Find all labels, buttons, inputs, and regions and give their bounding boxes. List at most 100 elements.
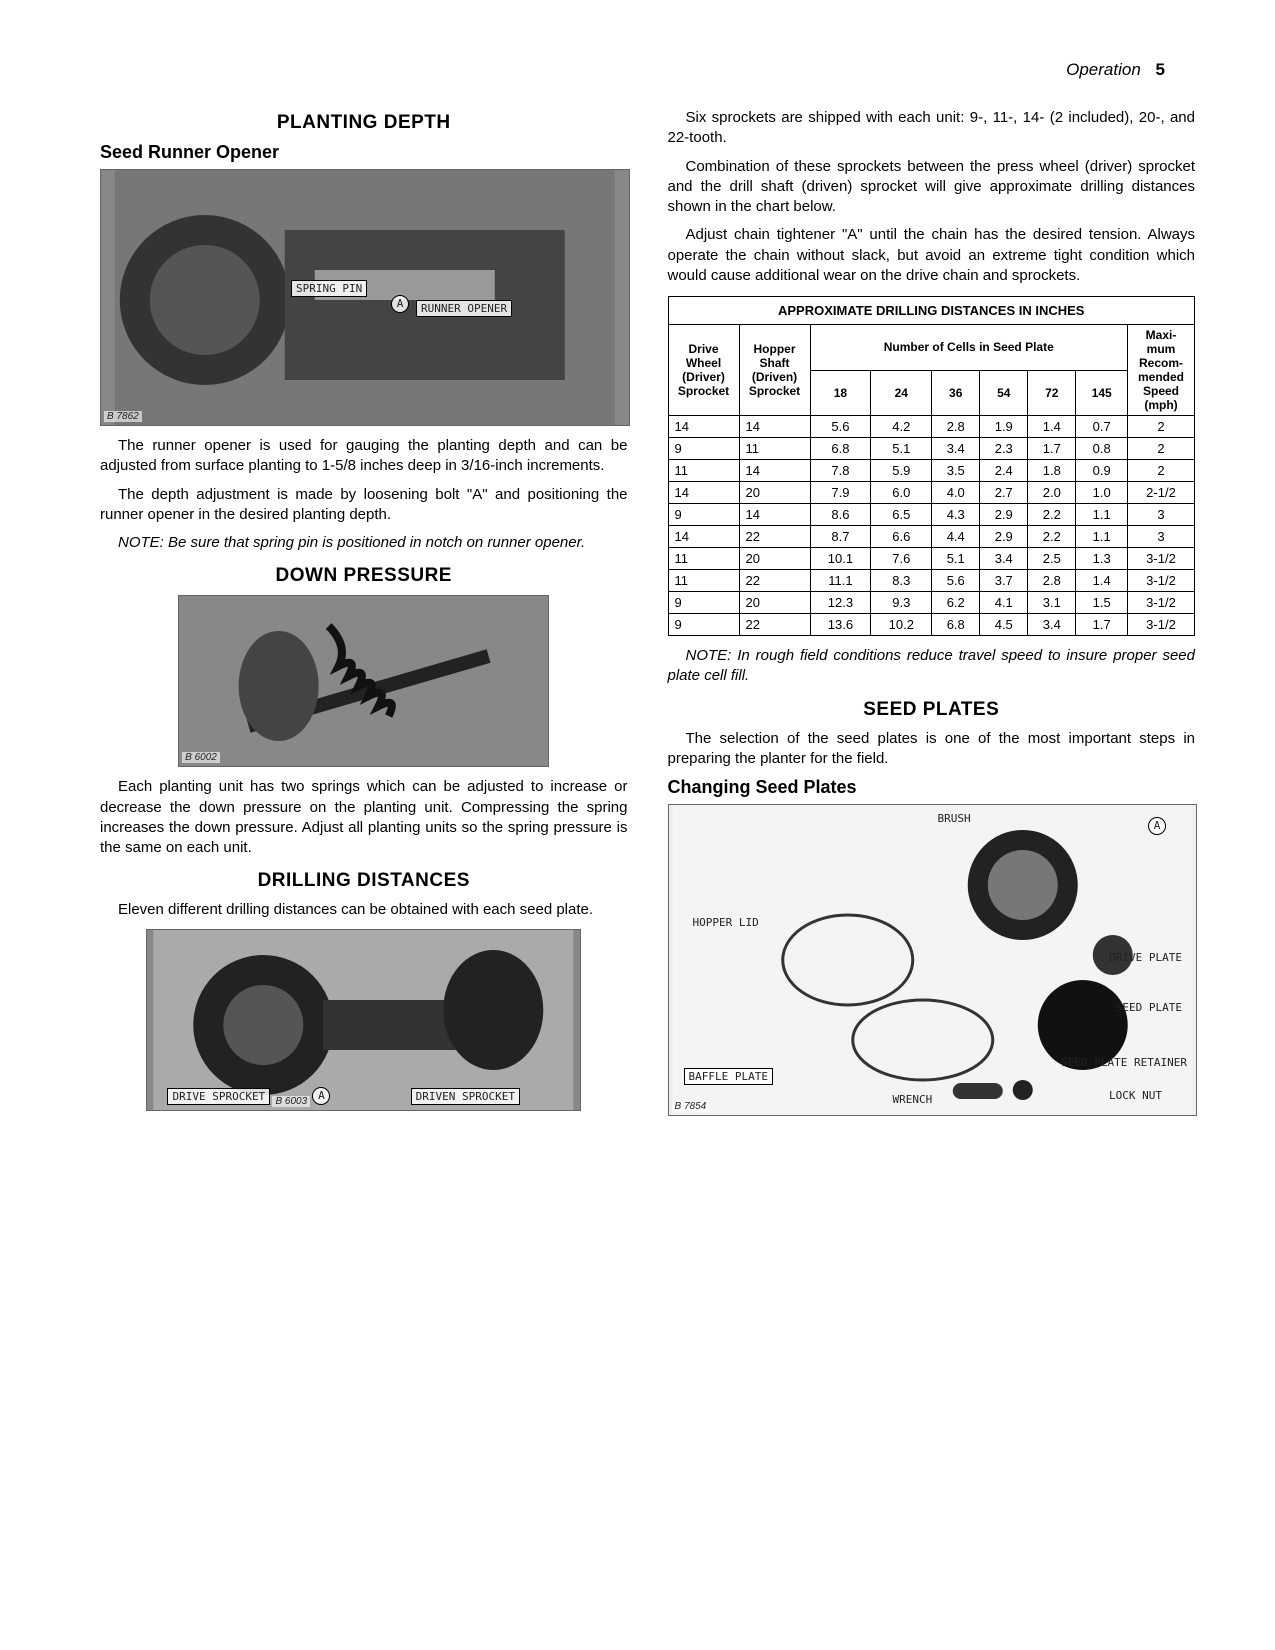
table-cell: 6.8 <box>810 438 871 460</box>
table-cell: 3.4 <box>932 438 980 460</box>
table-cell: 2 <box>1128 438 1195 460</box>
table-cell: 11 <box>668 570 739 592</box>
table-cell: 10.1 <box>810 548 871 570</box>
table-cell: 1.5 <box>1076 592 1128 614</box>
table-cell: 9.3 <box>871 592 932 614</box>
table-cell: 3.1 <box>1028 592 1076 614</box>
table-cell: 3-1/2 <box>1128 548 1195 570</box>
paragraph: The runner opener is used for gauging th… <box>100 436 628 477</box>
table-cell: 14 <box>668 482 739 504</box>
th-cell: 24 <box>871 370 932 416</box>
table-cell: 1.8 <box>1028 460 1076 482</box>
label-brush: BRUSH <box>934 811 975 826</box>
table-cell: 20 <box>739 592 810 614</box>
figure-down-pressure: B 6002 <box>178 595 549 767</box>
table-cell: 1.1 <box>1076 526 1128 548</box>
table-cell: 4.2 <box>871 416 932 438</box>
paragraph: The depth adjustment is made by loosenin… <box>100 485 628 526</box>
label-wrench: WRENCH <box>889 1092 937 1107</box>
heading-drilling-distances: DRILLING DISTANCES <box>100 870 628 892</box>
table-cell: 3.4 <box>1028 614 1076 636</box>
table-cell: 2.8 <box>932 416 980 438</box>
label-drive-sprocket: DRIVE SPROCKET <box>167 1088 270 1105</box>
th-cell: 145 <box>1076 370 1128 416</box>
placeholder-mechanical-photo <box>101 170 629 425</box>
table-cell: 2.2 <box>1028 526 1076 548</box>
table-cell: 13.6 <box>810 614 871 636</box>
table-cell: 9 <box>668 614 739 636</box>
paragraph: Six sprockets are shipped with each unit… <box>668 108 1196 149</box>
table-cell: 11.1 <box>810 570 871 592</box>
heading-planting-depth: PLANTING DEPTH <box>100 112 628 134</box>
table-cell: 9 <box>668 504 739 526</box>
figure-changing-seed-plates: BRUSH A HOPPER LID DRIVE PLATE SEED PLAT… <box>668 804 1198 1116</box>
paragraph: Adjust chain tightener "A" until the cha… <box>668 225 1196 286</box>
table-cell: 5.6 <box>932 570 980 592</box>
th-cell: 72 <box>1028 370 1076 416</box>
table-row: 14207.96.04.02.72.01.02-1/2 <box>668 482 1195 504</box>
table-cell: 3-1/2 <box>1128 614 1195 636</box>
label-hopper-lid: HOPPER LID <box>689 915 763 930</box>
th-drive-wheel: Drive Wheel (Driver) Sprocket <box>668 325 739 416</box>
table-cell: 6.2 <box>932 592 980 614</box>
figure-seed-runner-opener: SPRING PIN RUNNER OPENER A B 7862 <box>100 169 630 426</box>
table-title: APPROXIMATE DRILLING DISTANCES IN INCHES <box>668 297 1195 325</box>
table-row: 14145.64.22.81.91.40.72 <box>668 416 1195 438</box>
drilling-distances-table: APPROXIMATE DRILLING DISTANCES IN INCHES… <box>668 296 1196 636</box>
label-spring-pin: SPRING PIN <box>291 280 367 297</box>
callout-a-icon: A <box>1148 817 1166 835</box>
table-cell: 7.8 <box>810 460 871 482</box>
page-header: Operation 5 <box>100 60 1195 80</box>
table-cell: 3.5 <box>932 460 980 482</box>
table-cell: 9 <box>668 438 739 460</box>
table-cell: 1.4 <box>1028 416 1076 438</box>
table-cell: 22 <box>739 614 810 636</box>
table-cell: 3 <box>1128 526 1195 548</box>
table-cell: 11 <box>668 548 739 570</box>
table-cell: 14 <box>668 526 739 548</box>
table-cell: 22 <box>739 570 810 592</box>
placeholder-sprocket-photo <box>147 930 580 1110</box>
table-cell: 2.4 <box>980 460 1028 482</box>
label-baffle-plate: BAFFLE PLATE <box>684 1068 773 1085</box>
label-seed-plate: SEED PLATE <box>1112 1000 1186 1015</box>
table-cell: 4.0 <box>932 482 980 504</box>
table-cell: 2.9 <box>980 526 1028 548</box>
th-hopper-shaft: Hopper Shaft (Driven) Sprocket <box>739 325 810 416</box>
table-cell: 2.2 <box>1028 504 1076 526</box>
table-cell: 14 <box>668 416 739 438</box>
table-cell: 5.6 <box>810 416 871 438</box>
table-cell: 9 <box>668 592 739 614</box>
table-cell: 4.4 <box>932 526 980 548</box>
table-row: 9148.66.54.32.92.21.13 <box>668 504 1195 526</box>
table-body: 14145.64.22.81.91.40.729116.85.13.42.31.… <box>668 416 1195 636</box>
table-row: 112211.18.35.63.72.81.43-1/2 <box>668 570 1195 592</box>
paragraph: Combination of these sprockets between t… <box>668 157 1196 218</box>
note-paragraph: NOTE: Be sure that spring pin is positio… <box>100 533 628 553</box>
table-cell: 3.7 <box>980 570 1028 592</box>
table-cell: 2.5 <box>1028 548 1076 570</box>
table-cell: 22 <box>739 526 810 548</box>
paragraph: Eleven different drilling distances can … <box>100 900 628 920</box>
table-cell: 8.3 <box>871 570 932 592</box>
table-cell: 2-1/2 <box>1128 482 1195 504</box>
note-paragraph: NOTE: In rough field conditions reduce t… <box>668 646 1196 687</box>
figure-id: B 6003 <box>272 1096 310 1107</box>
table-cell: 5.1 <box>871 438 932 460</box>
th-cell: 36 <box>932 370 980 416</box>
two-column-layout: PLANTING DEPTH Seed Runner Opener SPRING… <box>100 100 1195 1126</box>
placeholder-spring-photo <box>179 596 548 766</box>
table-cell: 11 <box>739 438 810 460</box>
table-cell: 3.4 <box>980 548 1028 570</box>
th-cell: 18 <box>810 370 871 416</box>
table-cell: 20 <box>739 548 810 570</box>
figure-drilling-sprockets: DRIVE SPROCKET DRIVEN SPROCKET A B 6003 <box>146 929 581 1111</box>
callout-a-icon: A <box>391 295 409 313</box>
table-cell: 6.8 <box>932 614 980 636</box>
table-row: 14228.76.64.42.92.21.13 <box>668 526 1195 548</box>
figure-id: B 7862 <box>104 411 142 422</box>
table-cell: 8.7 <box>810 526 871 548</box>
label-seed-plate-retainer: SEED PLATE RETAINER <box>1057 1055 1191 1070</box>
header-page-number: 5 <box>1156 60 1165 79</box>
table-cell: 11 <box>668 460 739 482</box>
